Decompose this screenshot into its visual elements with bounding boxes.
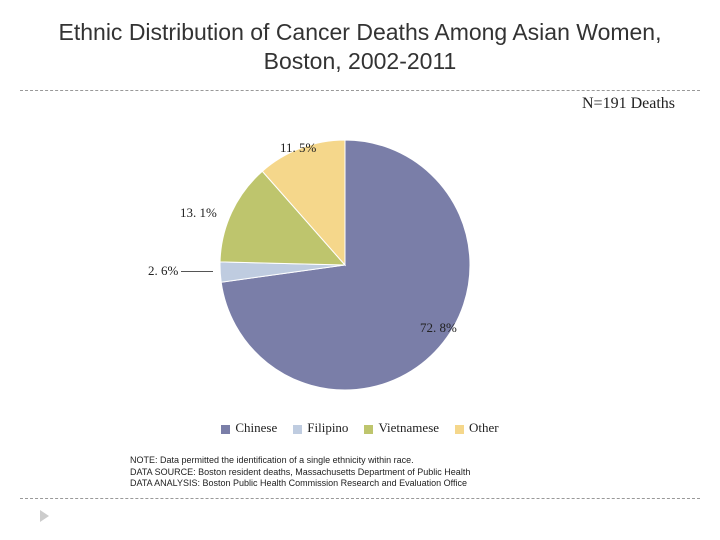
- footnotes: NOTE: Data permitted the identification …: [130, 455, 470, 490]
- footnote-line: DATA ANALYSIS: Boston Public Health Comm…: [130, 478, 470, 490]
- legend-item-chinese: Chinese: [221, 420, 277, 436]
- legend-item-vietnamese: Vietnamese: [364, 420, 439, 436]
- legend-swatch: [221, 425, 230, 434]
- divider-top: [20, 90, 700, 91]
- legend-item-filipino: Filipino: [293, 420, 348, 436]
- slice-label-other: 11. 5%: [280, 140, 316, 156]
- slice-label-chinese: 72. 8%: [420, 320, 457, 336]
- divider-bottom: [20, 498, 700, 499]
- slide-bullet-icon: [40, 510, 49, 522]
- legend-label: Chinese: [235, 420, 277, 435]
- leader-line: [181, 271, 213, 272]
- legend-item-other: Other: [455, 420, 499, 436]
- footnote-line: NOTE: Data permitted the identification …: [130, 455, 470, 467]
- slice-label-filipino: 2. 6%: [148, 263, 178, 279]
- footnote-line: DATA SOURCE: Boston resident deaths, Mas…: [130, 467, 470, 479]
- legend-swatch: [364, 425, 373, 434]
- legend-label: Other: [469, 420, 499, 435]
- legend-label: Filipino: [307, 420, 348, 435]
- legend-swatch: [455, 425, 464, 434]
- chart-title: Ethnic Distribution of Cancer Deaths Amo…: [0, 0, 720, 86]
- pie-chart: [215, 135, 475, 395]
- legend-swatch: [293, 425, 302, 434]
- n-label: N=191 Deaths: [582, 95, 675, 113]
- slice-label-vietnamese: 13. 1%: [180, 205, 217, 221]
- legend: Chinese Filipino Vietnamese Other: [0, 420, 720, 436]
- legend-label: Vietnamese: [378, 420, 439, 435]
